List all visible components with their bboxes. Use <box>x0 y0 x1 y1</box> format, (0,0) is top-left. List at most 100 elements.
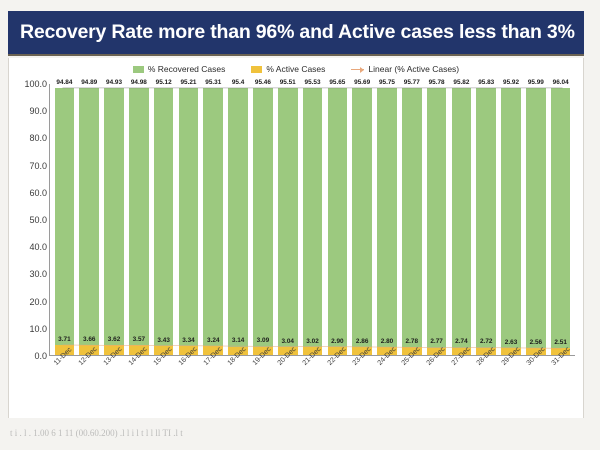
bar-column[interactable]: 95.75 2.80 <box>376 79 399 355</box>
recovered-bar-segment[interactable] <box>352 87 372 348</box>
bar-column[interactable]: 95.99 2.56 <box>524 79 547 355</box>
legend-label-recovered: % Recovered Cases <box>147 64 226 74</box>
recovered-value-label: 95.65 <box>329 79 346 87</box>
bar-column[interactable]: 95.21 3.34 <box>177 79 200 355</box>
active-bar-segment[interactable] <box>501 347 521 355</box>
recovered-bar-segment[interactable] <box>451 87 472 348</box>
active-bar-segment[interactable] <box>401 347 422 355</box>
active-bar-segment[interactable] <box>476 347 497 355</box>
recovered-bar-segment[interactable] <box>277 87 298 347</box>
x-axis-tick: 16-Dec <box>176 346 199 410</box>
recovered-bar-segment[interactable] <box>79 87 100 346</box>
active-bar-segment[interactable] <box>550 348 571 355</box>
x-axis-tick: 29-Dec <box>499 346 522 410</box>
bar-column[interactable]: 95.51 3.04 <box>276 79 299 355</box>
recovered-bar-segment[interactable] <box>104 87 124 346</box>
x-axis-tick: 30-Dec <box>524 346 547 410</box>
bar-column[interactable]: 94.84 3.71 <box>53 79 76 355</box>
active-bar-segment[interactable] <box>352 347 372 355</box>
recovered-bar-segment[interactable] <box>526 87 546 349</box>
bar-column[interactable]: 95.78 2.77 <box>425 79 448 355</box>
recovered-bar-segment[interactable] <box>203 87 224 347</box>
bar-column[interactable]: 95.4 3.14 <box>227 79 250 355</box>
recovered-bar-segment[interactable] <box>550 87 571 349</box>
active-bar-segment[interactable] <box>129 345 149 355</box>
bar-column[interactable]: 95.31 3.24 <box>202 79 225 355</box>
active-bar-segment[interactable] <box>54 344 75 355</box>
legend-item-recovered[interactable]: % Recovered Cases <box>132 64 226 74</box>
recovered-bar-segment[interactable] <box>401 87 422 348</box>
active-bar-segment[interactable] <box>327 347 348 355</box>
active-bar-segment[interactable] <box>178 345 199 355</box>
active-value-label: 2.80 <box>380 338 394 346</box>
bar-column[interactable]: 95.65 2.90 <box>326 79 349 355</box>
recovered-bar-segment[interactable] <box>54 87 75 345</box>
bar-column[interactable]: 95.77 2.78 <box>400 79 423 355</box>
active-bar-segment[interactable] <box>526 348 546 355</box>
legend-item-trendline[interactable]: Linear (% Active Cases) <box>351 64 459 74</box>
active-bar-segment[interactable] <box>228 346 248 355</box>
recovered-bar-segment[interactable] <box>377 87 397 348</box>
recovered-bar-segment[interactable] <box>501 87 521 348</box>
bar-column[interactable]: 95.69 2.86 <box>351 79 374 355</box>
recovered-bar-segment[interactable] <box>476 87 497 348</box>
recovered-bar-segment[interactable] <box>327 87 348 348</box>
active-value-label: 2.72 <box>479 338 493 346</box>
active-value-label: 2.78 <box>405 338 419 346</box>
y-axis-tick: 60.0 <box>29 187 47 198</box>
active-value-label: 3.71 <box>58 335 71 343</box>
active-bar-segment[interactable] <box>426 347 447 355</box>
recovered-value-label: 94.93 <box>106 79 123 87</box>
y-axis-tick: 70.0 <box>29 160 47 171</box>
x-axis-tick: 22-Dec <box>325 346 348 410</box>
active-bar-segment[interactable] <box>451 347 472 355</box>
bar-column[interactable]: 95.83 2.72 <box>475 79 498 355</box>
recovered-value-label: 95.77 <box>403 79 420 87</box>
y-axis-tick: 90.0 <box>29 106 47 117</box>
y-axis-tick: 20.0 <box>29 296 47 307</box>
legend-label-trendline: Linear (% Active Cases) <box>368 64 460 74</box>
active-value-label: 3.43 <box>157 336 170 344</box>
recovered-value-label: 95.46 <box>254 79 271 87</box>
bar-column[interactable]: 95.12 3.43 <box>152 79 175 355</box>
orange-line-arrow-icon <box>351 66 365 73</box>
active-value-label: 2.74 <box>455 338 468 346</box>
bar-column[interactable]: 96.04 2.51 <box>549 79 572 355</box>
x-axis: 11-Dec 12-Dec 13-Dec 14-Dec 15-Dec 16-Dec 17-D… <box>49 346 575 410</box>
active-bar-segment[interactable] <box>377 347 397 355</box>
active-value-label: 2.77 <box>430 338 443 346</box>
bar-column[interactable]: 94.98 3.57 <box>127 79 150 355</box>
active-value-label: 2.63 <box>504 338 518 346</box>
recovered-bar-segment[interactable] <box>228 87 248 347</box>
document-text-fragment: t i . l . 1.00 6 1 11 (00.60.200) .l l i… <box>10 428 183 438</box>
active-bar-segment[interactable] <box>79 345 100 355</box>
bar-column[interactable]: 95.46 3.09 <box>252 79 275 355</box>
recovered-bar-segment[interactable] <box>426 87 447 348</box>
recovered-bar-segment[interactable] <box>302 87 323 347</box>
recovered-bar-segment[interactable] <box>178 87 199 346</box>
bar-column[interactable]: 95.92 2.63 <box>500 79 523 355</box>
x-axis-tick: 28-Dec <box>475 346 498 410</box>
recovered-value-label: 95.99 <box>527 79 544 87</box>
active-bar-segment[interactable] <box>104 345 124 355</box>
active-bar-segment[interactable] <box>302 346 323 355</box>
x-axis-tick: 21-Dec <box>301 346 324 410</box>
bar-column[interactable]: 95.53 3.02 <box>301 79 324 355</box>
recovered-value-label: 95.75 <box>378 79 395 87</box>
x-axis-tick: 13-Dec <box>102 346 125 410</box>
bar-column[interactable]: 94.89 3.66 <box>78 79 101 355</box>
recovered-bar-segment[interactable] <box>129 87 149 346</box>
legend-item-active[interactable]: % Active Cases <box>251 64 325 74</box>
recovered-bar-segment[interactable] <box>253 87 273 347</box>
recovered-value-label: 94.89 <box>81 79 98 87</box>
bar-column[interactable]: 95.82 2.74 <box>450 79 473 355</box>
active-bar-segment[interactable] <box>253 346 273 355</box>
recovered-value-label: 95.53 <box>304 79 321 87</box>
bar-column[interactable]: 94.93 3.62 <box>103 79 126 355</box>
active-bar-segment[interactable] <box>153 345 174 355</box>
recovered-value-label: 95.92 <box>503 79 520 87</box>
recovered-bar-segment[interactable] <box>153 87 174 346</box>
x-axis-tick: 24-Dec <box>375 346 398 410</box>
active-bar-segment[interactable] <box>203 346 224 355</box>
active-bar-segment[interactable] <box>277 346 298 355</box>
